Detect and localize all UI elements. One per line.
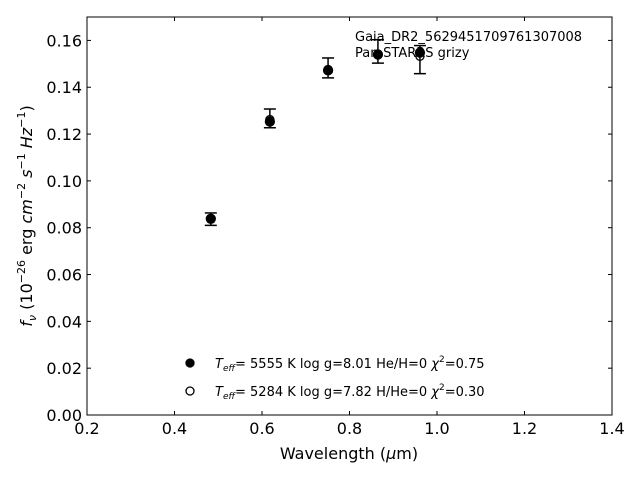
y-axis-label: fν (10−26 erg cm−2 s−1 Hz−1) [15, 105, 39, 326]
model-point-open [265, 114, 275, 125]
model-point-open [373, 50, 383, 60]
legend-marker [185, 358, 195, 368]
x-tick-label: 1.2 [512, 419, 537, 438]
x-tick-label: 1.0 [424, 419, 449, 438]
y-tick-label: 0.10 [46, 172, 82, 191]
y-tick-label: 0.12 [46, 125, 82, 144]
model-point-filled [264, 116, 276, 127]
model-point-open [323, 64, 333, 75]
y-tick-label: 0.02 [46, 359, 82, 378]
x-axis-label: Wavelength (μm) [280, 444, 418, 463]
model-point-open [415, 51, 425, 61]
legend-label: Teff= 5284 K log g=7.82 H/He=0 χ2=0.30 [215, 383, 485, 402]
x-tick-label: 0.2 [74, 419, 99, 438]
y-tick-label: 0.08 [46, 219, 82, 238]
y-tick-label: 0.14 [46, 78, 82, 97]
plot-frame [86, 16, 613, 416]
x-tick-label: 1.4 [599, 419, 624, 438]
x-tick-label: 0.8 [337, 419, 362, 438]
y-tick-label: 0.16 [46, 31, 82, 50]
legend-marker [185, 386, 195, 396]
legend: Teff= 5555 K log g=8.01 He/H=0 χ2=0.75 Te… [185, 355, 485, 402]
y-tick-label: 0.06 [46, 266, 82, 285]
annotation-line-1: Gaia_DR2_5629451709761307008 [355, 30, 582, 45]
annotation-line-2: Pan-STARRS grizy [355, 46, 470, 61]
x-tick-label: 0.4 [162, 419, 187, 438]
model-point-open [206, 213, 216, 223]
x-tick-label: 0.6 [249, 419, 274, 438]
y-tick-label: 0.00 [46, 406, 82, 425]
y-tick-label: 0.04 [46, 312, 82, 331]
legend-label: Teff= 5555 K log g=8.01 He/H=0 χ2=0.75 [215, 355, 485, 374]
